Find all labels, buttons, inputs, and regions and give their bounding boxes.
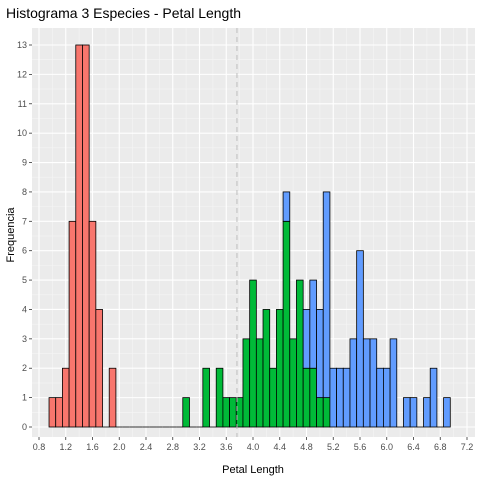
y-tick-label: 3 [22, 334, 27, 344]
x-tick-label: 2.4 [140, 442, 153, 452]
histogram-bar [309, 367, 317, 428]
y-tick-label: 0 [22, 422, 27, 432]
y-tick-label: 4 [22, 304, 27, 314]
histogram-bar [329, 367, 338, 428]
y-tick-label: 10 [17, 128, 27, 138]
histogram-bars [48, 44, 451, 428]
histogram-bar [423, 397, 431, 428]
histogram-bar [302, 309, 311, 369]
histogram-bar [55, 397, 63, 428]
histogram-bar [316, 309, 324, 399]
y-tick-label: 9 [22, 158, 27, 168]
histogram-bar [68, 220, 77, 428]
histogram-bar [309, 279, 317, 369]
histogram-bar [215, 367, 224, 428]
x-tick-label: 6.0 [380, 442, 393, 452]
x-tick-label: 4.0 [247, 442, 260, 452]
histogram-bar [108, 367, 117, 428]
histogram-bar [82, 44, 90, 428]
histogram-bar [349, 338, 358, 428]
x-tick-label: 3.6 [220, 442, 233, 452]
histogram-bar [289, 338, 297, 428]
x-tick-label: 1.2 [59, 442, 72, 452]
y-tick-label: 12 [17, 69, 27, 79]
x-tick-label: 3.2 [193, 442, 206, 452]
x-tick-label: 5.6 [354, 442, 367, 452]
y-tick-label: 1 [22, 393, 27, 403]
x-axis: 0.8 1.2 1.6 2.0 2.4 2.8 3.2 3.6 4.0 4.4 4.8 5.2 5.6 6… [33, 437, 474, 452]
histogram-bar [249, 279, 257, 428]
histogram-bar [429, 367, 438, 428]
x-tick-label: 6.8 [434, 442, 447, 452]
x-tick-label: 1.6 [86, 442, 99, 452]
y-tick-label: 8 [22, 187, 27, 197]
histogram-bar [389, 338, 398, 428]
histogram-bar [302, 367, 311, 428]
histogram-bar [222, 397, 231, 428]
histogram-bar [229, 397, 237, 428]
histogram-bar [88, 220, 97, 428]
histogram-bar [62, 367, 70, 428]
y-tick-label: 5 [22, 275, 27, 285]
x-tick-label: 5.2 [327, 442, 340, 452]
histogram-bar [282, 191, 291, 222]
y-axis-label: Frequencia [5, 207, 17, 263]
histogram-bar [383, 367, 391, 428]
histogram-bar [276, 309, 284, 428]
histogram-bar [369, 338, 378, 428]
x-tick-label: 4.4 [273, 442, 286, 452]
histogram-bar [356, 250, 364, 428]
y-tick-label: 11 [18, 99, 27, 109]
histogram-bar [75, 44, 83, 428]
histogram-bar [376, 367, 384, 428]
y-tick-label: 7 [22, 216, 27, 226]
histogram-bar [403, 397, 411, 428]
histogram-bar [362, 338, 371, 428]
histogram-bar [48, 397, 57, 428]
x-tick-label: 6.4 [407, 442, 420, 452]
chart-title: Histograma 3 Especies - Petal Length [6, 5, 241, 21]
x-tick-label: 4.8 [300, 442, 313, 452]
histogram-bar [202, 367, 210, 428]
histogram-bar [342, 367, 351, 428]
y-tick-label: 6 [22, 246, 27, 256]
histogram-bar [282, 220, 291, 428]
histogram-bar [262, 309, 271, 428]
histogram-bar [336, 367, 344, 428]
histogram-bar [316, 397, 324, 428]
histogram-bar [322, 397, 331, 428]
histogram-bar [95, 309, 103, 428]
histogram-bar [242, 338, 251, 428]
histogram-bar [322, 191, 331, 399]
x-tick-label: 2.8 [166, 442, 179, 452]
histogram-bar [235, 397, 244, 428]
x-tick-label: 2.0 [113, 442, 126, 452]
histogram-bar [409, 397, 418, 428]
histogram-bar [182, 397, 190, 428]
histogram-bar [443, 397, 451, 428]
histogram-bar [269, 367, 277, 428]
x-tick-label: 0.8 [33, 442, 46, 452]
histogram-bar [255, 338, 264, 428]
x-axis-label: Petal Length [222, 464, 284, 476]
histogram-bar [296, 279, 304, 428]
x-tick-label: 7.2 [461, 442, 474, 452]
y-tick-label: 13 [17, 40, 27, 50]
y-tick-label: 2 [22, 363, 27, 373]
